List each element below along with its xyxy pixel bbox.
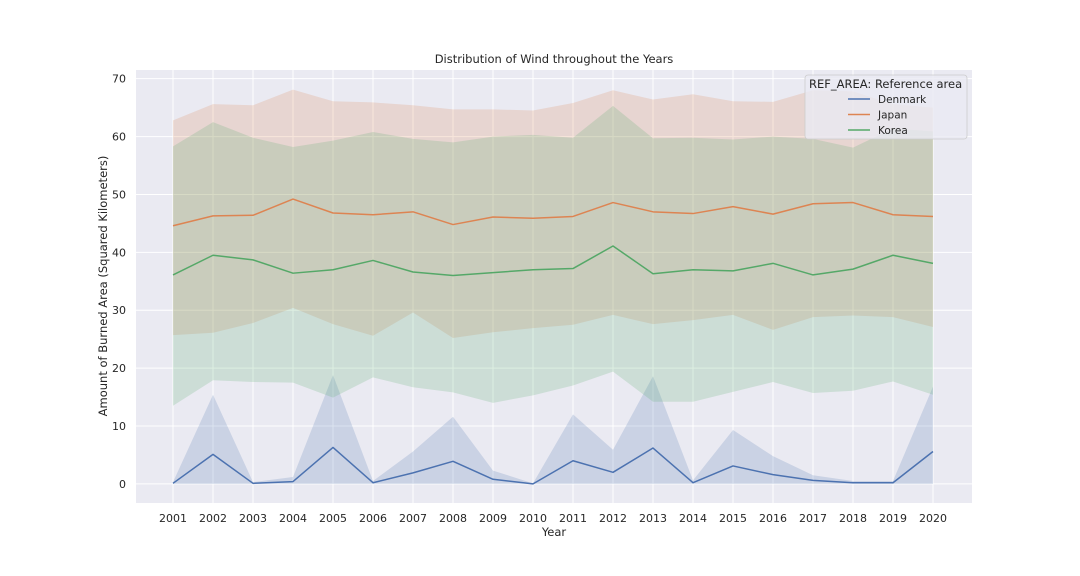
x-tick-label: 2006 xyxy=(359,512,387,525)
x-tick-label: 2011 xyxy=(559,512,587,525)
y-axis: 0 10 20 30 40 50 60 70 xyxy=(112,73,126,491)
x-tick-label: 2016 xyxy=(759,512,787,525)
x-axis-label: Year xyxy=(541,525,567,539)
legend-label-denmark: Denmark xyxy=(878,94,927,106)
x-tick-label: 2002 xyxy=(199,512,227,525)
legend-box xyxy=(804,74,968,140)
series-line-korea xyxy=(172,245,934,277)
y-tick-label: 30 xyxy=(112,304,126,317)
x-tick-label: 2019 xyxy=(879,512,907,525)
confidence-band-japan xyxy=(173,89,933,339)
confidence-band-korea xyxy=(173,105,933,406)
x-tick-label: 2005 xyxy=(319,512,347,525)
x-tick-label: 2015 xyxy=(719,512,747,525)
y-tick-label: 70 xyxy=(112,73,126,86)
x-tick-label: 2020 xyxy=(919,512,947,525)
confidence-bands xyxy=(173,89,933,484)
y-tick-label: 0 xyxy=(119,478,126,491)
series-lines xyxy=(172,198,934,485)
x-tick-label: 2014 xyxy=(679,512,707,525)
x-tick-label: 2013 xyxy=(639,512,667,525)
series-line-denmark xyxy=(172,446,934,485)
y-tick-label: 10 xyxy=(112,420,126,433)
y-axis-label: Amount of Burned Area (Squared Kilometer… xyxy=(96,156,110,417)
chart-title: Distribution of Wind throughout the Year… xyxy=(435,52,674,66)
legend-label-korea: Korea xyxy=(878,125,908,137)
x-tick-label: 2001 xyxy=(159,512,187,525)
x-tick-label: 2009 xyxy=(479,512,507,525)
y-tick-label: 20 xyxy=(112,362,126,375)
x-tick-label: 2007 xyxy=(399,512,427,525)
legend-title: REF_AREA: Reference area xyxy=(809,77,962,91)
x-tick-label: 2003 xyxy=(239,512,267,525)
x-axis: 2001 2002 2003 2004 2005 2006 2007 2008 2009 2010… xyxy=(159,512,947,525)
series-line-japan xyxy=(172,198,934,227)
y-tick-label: 40 xyxy=(112,246,126,259)
y-tick-label: 60 xyxy=(112,131,126,144)
x-tick-label: 2010 xyxy=(519,512,547,525)
confidence-band-denmark xyxy=(173,375,933,484)
x-tick-label: 2017 xyxy=(799,512,827,525)
y-tick-label: 50 xyxy=(112,188,126,201)
plot-background xyxy=(136,70,972,503)
x-tick-label: 2004 xyxy=(279,512,307,525)
legend: REF_AREA: Reference area Denmark Japan Kor… xyxy=(804,74,968,140)
x-tick-label: 2018 xyxy=(839,512,867,525)
legend-label-japan: Japan xyxy=(877,110,907,122)
grid xyxy=(136,70,972,503)
x-tick-label: 2012 xyxy=(599,512,627,525)
x-tick-label: 2008 xyxy=(439,512,467,525)
